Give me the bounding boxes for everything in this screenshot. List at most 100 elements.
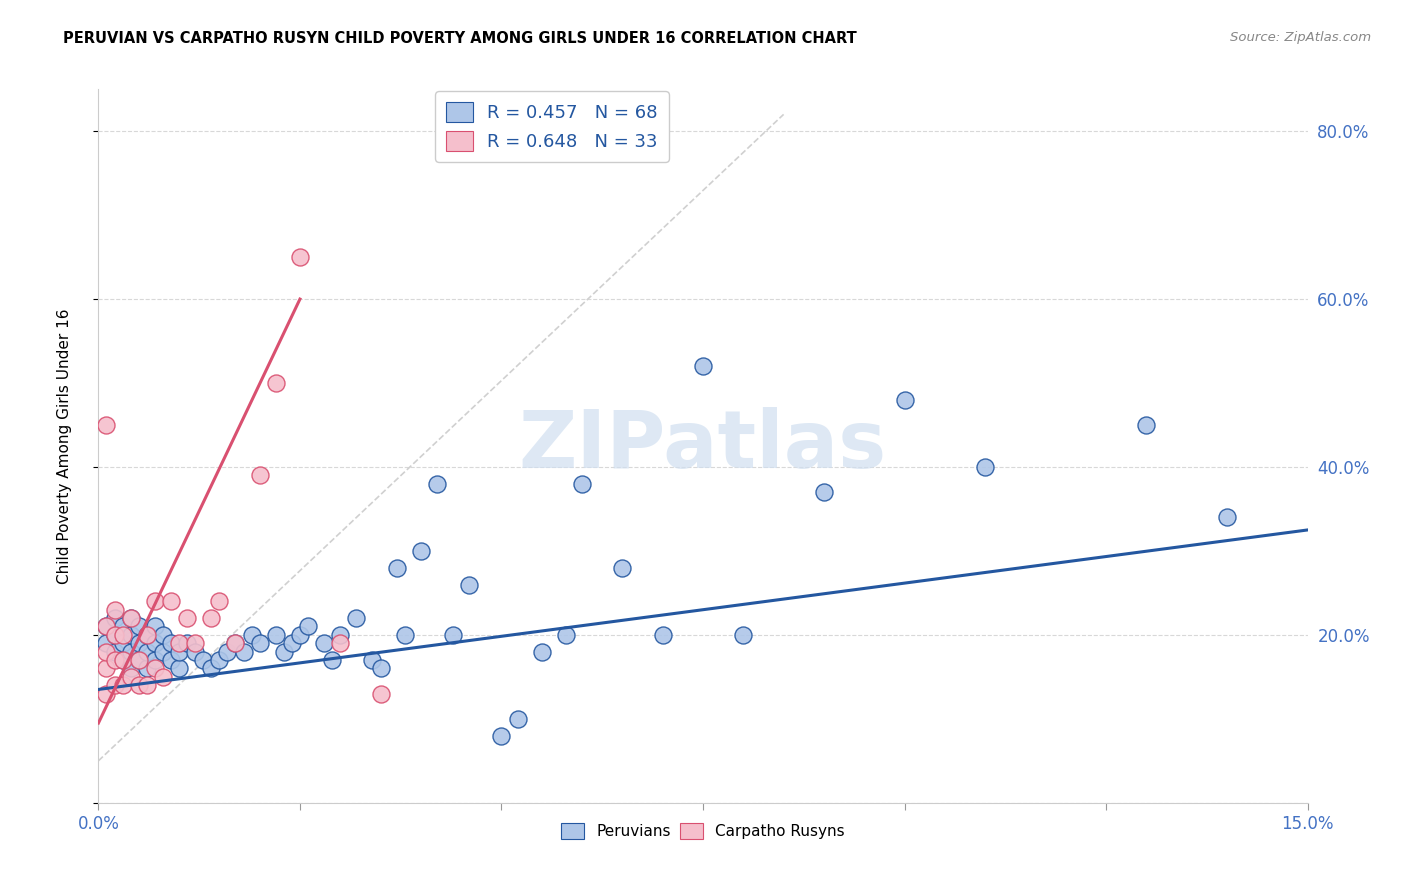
Point [200,661,222,675]
Point [612,560,634,574]
Point [264,628,287,642]
Point [128,619,150,633]
Point [120,611,142,625]
Point [491,729,513,743]
Point [167,661,190,675]
Point [103,653,125,667]
Point [409,544,432,558]
Point [370,687,392,701]
Point [143,619,166,633]
Point [249,636,271,650]
Point [240,628,263,642]
Point [96,619,118,633]
Point [120,611,142,625]
Point [103,603,125,617]
Point [103,645,125,659]
Point [128,653,150,667]
Point [176,611,198,625]
Point [329,636,352,650]
Point [555,628,578,642]
Point [441,628,464,642]
Point [167,645,190,659]
Point [200,611,222,625]
Point [426,476,449,491]
Point [103,628,125,642]
Point [232,645,254,659]
Point [813,485,835,500]
Legend: Peruvians, Carpatho Rusyns: Peruvians, Carpatho Rusyns [555,817,851,845]
Point [176,636,198,650]
Point [135,628,157,642]
Point [506,712,529,726]
Point [120,628,142,642]
Point [111,678,134,692]
Point [167,636,190,650]
Point [160,594,183,608]
Point [193,653,215,667]
Point [692,359,714,374]
Point [458,577,481,591]
Point [96,661,118,675]
Point [329,628,352,642]
Point [111,653,134,667]
Point [208,594,231,608]
Point [143,594,166,608]
Point [96,687,118,701]
Point [314,636,336,650]
Point [321,653,343,667]
Point [120,645,142,659]
Text: ZIPatlas: ZIPatlas [519,407,887,485]
Point [111,653,134,667]
Point [394,628,416,642]
Point [184,636,207,650]
Point [135,678,157,692]
Point [111,628,134,642]
Point [344,611,367,625]
Point [143,653,166,667]
Y-axis label: Child Poverty Among Girls Under 16: Child Poverty Among Girls Under 16 [58,309,72,583]
Point [893,392,915,407]
Point [103,611,125,625]
Point [96,645,118,659]
Point [273,645,295,659]
Point [530,645,553,659]
Point [120,670,142,684]
Point [264,376,287,390]
Point [103,628,125,642]
Point [160,636,183,650]
Point [1135,417,1157,432]
Point [143,636,166,650]
Point [128,653,150,667]
Point [288,250,311,264]
Point [184,645,207,659]
Point [111,636,134,650]
Point [143,661,166,675]
Text: Source: ZipAtlas.com: Source: ZipAtlas.com [1230,31,1371,45]
Point [370,661,392,675]
Text: PERUVIAN VS CARPATHO RUSYN CHILD POVERTY AMONG GIRLS UNDER 16 CORRELATION CHART: PERUVIAN VS CARPATHO RUSYN CHILD POVERTY… [63,31,858,46]
Point [281,636,304,650]
Point [385,560,408,574]
Point [361,653,384,667]
Point [135,628,157,642]
Point [128,678,150,692]
Point [103,678,125,692]
Point [224,636,246,650]
Point [96,636,118,650]
Point [135,661,157,675]
Point [160,653,183,667]
Point [128,636,150,650]
Point [152,670,174,684]
Point [111,619,134,633]
Point [208,653,231,667]
Point [152,645,174,659]
Point [96,417,118,432]
Point [651,628,673,642]
Point [249,468,271,483]
Point [135,645,157,659]
Point [96,619,118,633]
Point [297,619,319,633]
Point [217,645,239,659]
Point [733,628,755,642]
Point [571,476,593,491]
